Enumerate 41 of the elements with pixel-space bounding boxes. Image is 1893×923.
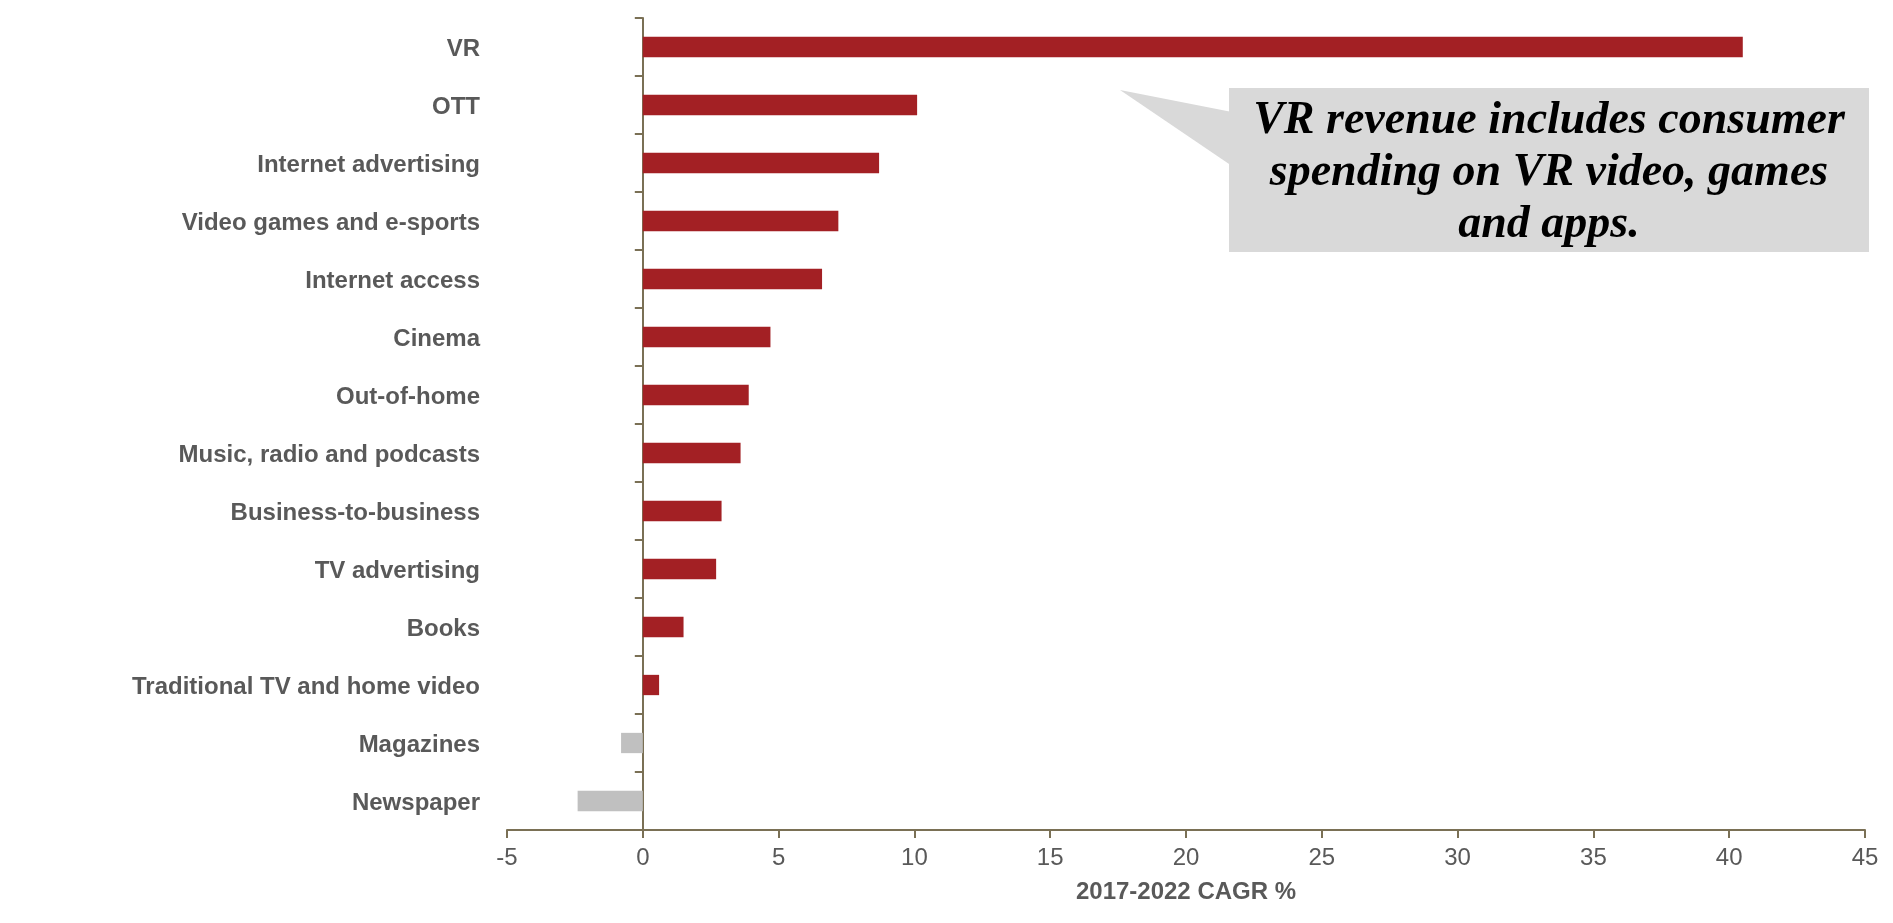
x-tick-label: 15 xyxy=(1036,842,1064,870)
y-tick-label: Magazines xyxy=(358,729,480,757)
x-tick-label: 10 xyxy=(901,842,928,870)
bar xyxy=(642,152,880,174)
y-tick-label: Business-to-business xyxy=(230,497,480,525)
y-tick-label: Internet advertising xyxy=(257,149,480,177)
bar xyxy=(642,674,660,696)
bar xyxy=(642,442,741,464)
bar xyxy=(642,210,839,232)
bar xyxy=(642,384,749,406)
bar xyxy=(642,326,771,348)
bar xyxy=(642,94,918,116)
x-tick-label: 0 xyxy=(636,842,650,870)
bar xyxy=(577,790,643,812)
y-tick-label: Traditional TV and home video xyxy=(131,671,480,699)
bar xyxy=(642,36,1743,58)
y-tick-label: OTT xyxy=(432,91,481,119)
bar xyxy=(642,616,684,638)
x-tick-label: 35 xyxy=(1580,842,1607,870)
y-tick-label: Internet access xyxy=(305,265,480,293)
y-tick-label: Books xyxy=(406,613,480,641)
annotation: VR revenue includes consumer spending on VR video, games and apps. xyxy=(1229,88,1869,252)
x-tick-label: -5 xyxy=(496,842,518,870)
x-tick-label: 25 xyxy=(1308,842,1336,870)
x-tick-label: 20 xyxy=(1172,842,1200,870)
y-tick-label: Cinema xyxy=(393,323,481,351)
x-tick-label: 5 xyxy=(771,842,786,870)
y-tick-label: Video games and e-sports xyxy=(181,207,480,235)
x-tick-label: 45 xyxy=(1851,842,1879,870)
bar xyxy=(642,500,722,522)
x-tick-label: 30 xyxy=(1444,842,1471,870)
bar xyxy=(621,732,643,754)
x-tick-label: 40 xyxy=(1715,842,1743,870)
y-tick-label: VR xyxy=(446,33,480,61)
y-tick-label: Music, radio and podcasts xyxy=(178,439,480,467)
bar xyxy=(642,558,717,580)
bar xyxy=(642,268,823,290)
y-tick-label: TV advertising xyxy=(314,555,480,583)
y-tick-label: Out-of-home xyxy=(336,381,480,409)
y-tick-label: Newspaper xyxy=(351,787,480,815)
x-axis-title: 2017-2022 CAGR % xyxy=(1075,876,1297,904)
